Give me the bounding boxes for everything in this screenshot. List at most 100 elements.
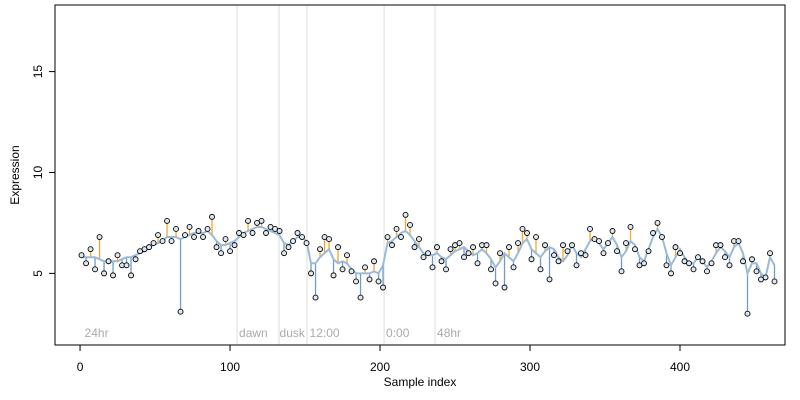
y-tick-label: 10 (31, 165, 45, 179)
point (407, 221, 413, 228)
point (218, 250, 224, 257)
point (519, 226, 526, 232)
point (573, 262, 580, 269)
point (186, 224, 193, 230)
point (299, 234, 305, 240)
x-tick-label: 300 (520, 360, 540, 374)
point (263, 230, 269, 236)
point (555, 258, 562, 265)
point (704, 268, 710, 275)
point (744, 310, 751, 317)
point (425, 250, 431, 257)
point (380, 284, 386, 291)
point (510, 264, 517, 271)
point (690, 266, 697, 273)
point (524, 230, 530, 236)
point (96, 234, 103, 240)
point (326, 236, 332, 243)
point (623, 240, 629, 247)
point (416, 236, 422, 243)
point (150, 240, 157, 247)
point (749, 256, 755, 263)
point (330, 272, 337, 279)
point (708, 260, 715, 267)
point (456, 240, 463, 247)
point (717, 242, 724, 249)
point (222, 236, 229, 243)
annotation: 12:00 (310, 326, 340, 340)
point (600, 250, 607, 257)
point (87, 246, 94, 253)
y-axis-label: Expression (8, 145, 22, 204)
point (668, 270, 674, 277)
point (542, 242, 548, 249)
point (312, 294, 319, 301)
annotation: 48hr (437, 326, 461, 340)
point (78, 252, 85, 259)
point (429, 264, 436, 271)
point (105, 258, 112, 265)
point (339, 266, 346, 273)
point (344, 252, 350, 259)
point (515, 240, 521, 247)
point (177, 308, 184, 315)
point (663, 262, 670, 269)
point (371, 258, 377, 265)
point (245, 217, 251, 224)
point (200, 234, 206, 240)
point (506, 244, 512, 251)
point (195, 228, 202, 234)
point (155, 232, 161, 238)
point (659, 234, 665, 240)
point (276, 228, 283, 234)
point (258, 217, 265, 224)
point (677, 250, 683, 257)
point (564, 248, 571, 255)
point (240, 232, 247, 238)
point (146, 244, 152, 251)
point (767, 250, 773, 257)
point (735, 238, 742, 245)
y-tick-label: 5 (31, 270, 45, 277)
x-tick-label: 400 (670, 360, 690, 374)
point (672, 244, 679, 251)
point (231, 242, 238, 249)
point (641, 260, 647, 267)
point (501, 284, 508, 291)
point (587, 226, 593, 232)
point (182, 232, 188, 238)
point (393, 226, 400, 232)
annotation: dawn (239, 326, 268, 340)
point (290, 238, 296, 245)
point (294, 230, 301, 236)
point (483, 242, 490, 249)
point (132, 256, 139, 263)
point (434, 244, 440, 251)
point (411, 244, 418, 251)
point (335, 244, 341, 251)
point (443, 266, 449, 273)
point (281, 250, 287, 257)
point (83, 260, 89, 267)
point (596, 238, 602, 245)
point (92, 266, 98, 273)
point (722, 254, 728, 261)
point (191, 234, 197, 240)
point (686, 260, 692, 267)
point (168, 238, 175, 245)
point (492, 280, 499, 287)
point (164, 217, 170, 224)
point (650, 230, 656, 236)
point (740, 258, 746, 265)
point (609, 228, 616, 234)
point (560, 242, 566, 249)
point (303, 240, 310, 247)
point (582, 252, 589, 259)
point (614, 248, 620, 255)
point (762, 274, 769, 281)
point (605, 240, 611, 247)
point (632, 246, 638, 253)
x-tick-label: 200 (370, 360, 390, 374)
point (362, 264, 368, 271)
